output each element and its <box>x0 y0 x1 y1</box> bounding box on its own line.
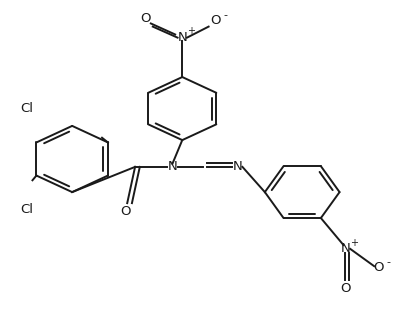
Text: O: O <box>141 12 151 25</box>
Text: N: N <box>168 160 177 173</box>
Text: Cl: Cl <box>21 203 33 216</box>
Text: O: O <box>374 261 384 274</box>
Text: -: - <box>223 10 228 20</box>
Text: N: N <box>177 31 187 44</box>
Text: O: O <box>210 14 221 27</box>
Text: -: - <box>387 257 391 267</box>
Text: O: O <box>340 282 351 295</box>
Text: N: N <box>232 160 242 173</box>
Text: N: N <box>341 242 350 255</box>
Text: +: + <box>350 238 358 248</box>
Text: O: O <box>120 204 131 218</box>
Text: +: + <box>187 26 195 36</box>
Text: Cl: Cl <box>21 102 33 115</box>
